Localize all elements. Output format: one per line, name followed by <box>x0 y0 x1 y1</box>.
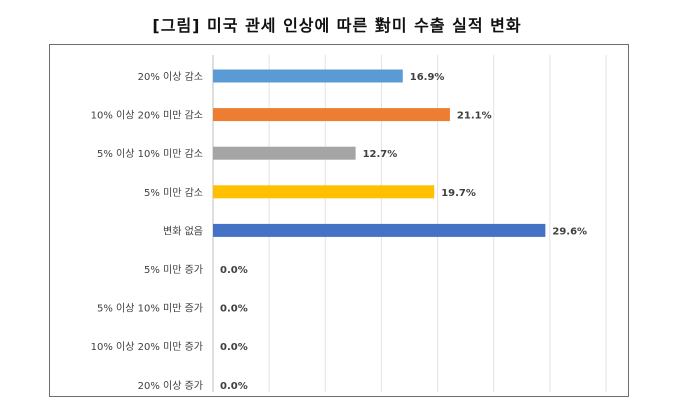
chart-frame <box>49 44 629 397</box>
data-label: 0.0% <box>220 342 248 353</box>
category-labels: 20% 이상 감소 10% 이상 20% 미만 감소 5% 이상 10% 미만 감소… <box>91 71 203 392</box>
category-label: 변화 없음 <box>163 224 203 237</box>
bar <box>213 223 546 237</box>
data-label: 12.7% <box>363 149 398 160</box>
category-label: 5% 이상 10% 미만 증가 <box>97 303 203 315</box>
bar <box>213 108 450 122</box>
data-label: 19.7% <box>441 188 476 199</box>
value-labels: 16.9% 21.1% 12.7% 19.7% 29.6% 0.0% 0.0% 0.0% 0.0… <box>220 72 587 392</box>
chart-title: [그림] 미국 관세 인상에 따른 對미 수출 실적 변화 <box>152 16 522 35</box>
data-label: 29.6% <box>552 226 587 237</box>
category-label: 20% 이상 감소 <box>138 71 203 83</box>
data-label: 0.0% <box>220 304 248 315</box>
data-label: 0.0% <box>220 265 248 276</box>
data-label: 16.9% <box>410 72 445 83</box>
category-label: 5% 이상 10% 미만 감소 <box>97 148 203 160</box>
data-label: 21.1% <box>457 111 492 122</box>
category-label: 20% 이상 증가 <box>138 380 203 392</box>
category-label: 10% 이상 20% 미만 감소 <box>91 110 203 122</box>
category-label: 5% 미만 감소 <box>144 187 203 199</box>
category-label: 10% 이상 20% 미만 증가 <box>91 341 203 353</box>
data-label: 0.0% <box>220 381 248 392</box>
bars <box>213 69 546 237</box>
bar <box>213 185 435 199</box>
category-label: 5% 미만 증가 <box>144 264 203 276</box>
bar <box>213 69 403 83</box>
gridlines <box>212 55 607 392</box>
bar <box>213 146 356 160</box>
